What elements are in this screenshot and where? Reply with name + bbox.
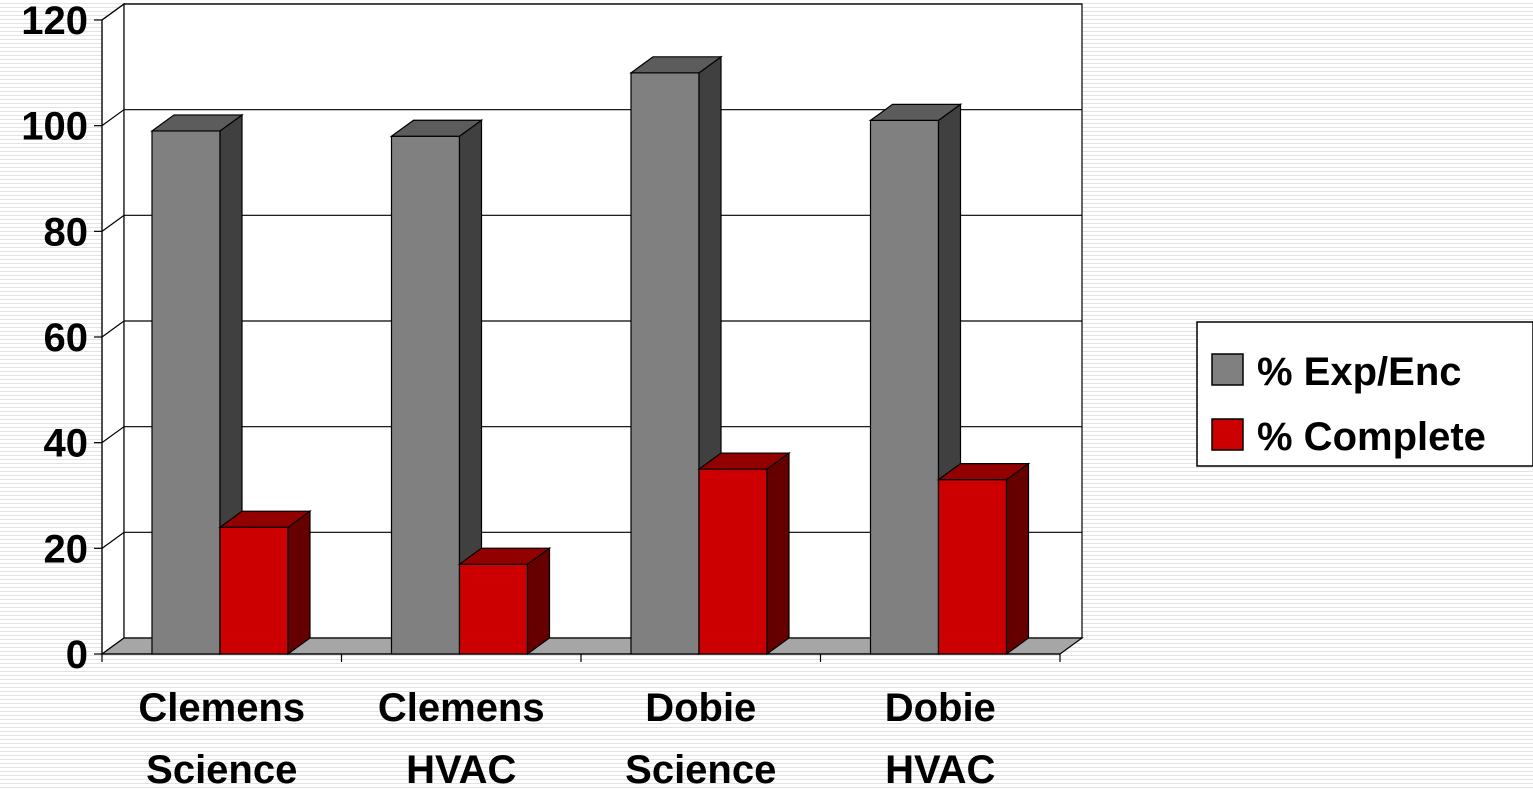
bar-front xyxy=(458,563,529,655)
bar-front xyxy=(630,72,700,655)
y-tick-label: 40 xyxy=(44,422,89,466)
y-axis-ticks: 0 20 40 60 80 100 120 xyxy=(21,0,102,677)
bar-front xyxy=(698,468,768,655)
bar-top xyxy=(457,547,552,565)
y-tick-label: 60 xyxy=(44,316,89,360)
legend-swatch xyxy=(1211,353,1244,386)
bars xyxy=(150,55,1031,656)
legend-box xyxy=(1196,321,1533,467)
x-axis-labels: Clemens Science Clemens HVAC Dobie Science Dob… xyxy=(138,686,995,789)
bar-side xyxy=(287,510,311,656)
bar-top xyxy=(936,463,1031,481)
legend-label: % Exp/Enc xyxy=(1257,350,1462,394)
bar xyxy=(389,119,484,656)
bar-top xyxy=(389,119,484,137)
x-category-label: HVAC xyxy=(406,748,516,789)
y-tick-label: 0 xyxy=(66,633,88,677)
gridline xyxy=(101,426,1082,444)
bar-top xyxy=(629,56,723,74)
gridline xyxy=(101,214,1082,232)
bar-front xyxy=(219,526,289,655)
bar-top xyxy=(697,452,791,470)
x-category-label: HVAC xyxy=(885,748,995,789)
bar-front xyxy=(390,135,461,655)
bar-top xyxy=(150,114,244,132)
gridlines xyxy=(101,3,1082,549)
legend-swatch xyxy=(1211,418,1244,451)
bar-side xyxy=(1005,462,1030,656)
gridline xyxy=(101,3,1082,21)
bar xyxy=(936,462,1031,656)
y-tick-label: 120 xyxy=(21,0,88,43)
gridline xyxy=(101,109,1082,127)
bar xyxy=(697,451,791,656)
bar xyxy=(218,510,312,656)
bar-front xyxy=(151,130,221,655)
bar-front xyxy=(869,119,940,655)
bar-side xyxy=(766,451,790,656)
bar-side xyxy=(526,547,551,656)
x-category-label: Clemens xyxy=(138,686,305,730)
x-category-label: Dobie xyxy=(645,686,756,730)
y-tick-label: 80 xyxy=(44,210,89,254)
bar-front xyxy=(937,479,1008,655)
bar xyxy=(457,547,552,656)
legend-label: % Complete xyxy=(1257,415,1486,459)
x-category-label: Science xyxy=(625,748,776,789)
x-category-label: Science xyxy=(146,748,297,789)
bar-top xyxy=(218,510,312,528)
bar-top xyxy=(868,103,963,121)
x-category-label: Dobie xyxy=(885,686,996,730)
legend: % Exp/Enc % Complete xyxy=(1196,321,1533,467)
bar xyxy=(150,113,244,656)
y-tick-label: 100 xyxy=(21,105,88,149)
gridline xyxy=(101,320,1082,338)
y-tick-label: 20 xyxy=(44,527,89,571)
x-category-label: Clemens xyxy=(378,686,545,730)
